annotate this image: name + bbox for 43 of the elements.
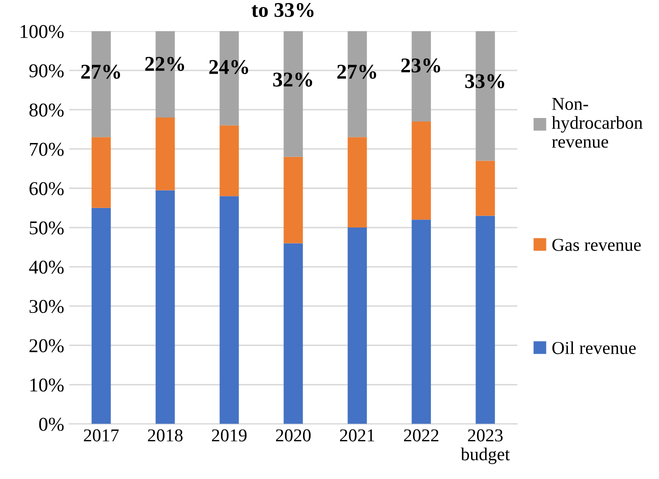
y-tick-label: 10% [30, 378, 64, 392]
y-tick-label: 80% [29, 104, 64, 117]
y-tick-label: 70% [30, 142, 64, 156]
legend-label: Non-hydrocarbon revenue [552, 98, 643, 148]
bar [476, 216, 495, 424]
x-tick-label: 2023 budget [460, 429, 510, 464]
bar [156, 118, 175, 190]
bar [412, 220, 431, 424]
y-tick-label: 100% [20, 24, 64, 38]
x-tick-label: 2017 [84, 429, 119, 442]
y-tick-label: 0% [39, 418, 64, 431]
x-tick-label: 2022 [404, 429, 438, 442]
bar [220, 125, 239, 196]
data-label: 27% [81, 64, 120, 79]
legend-label: Gas revenue [552, 238, 641, 251]
data-label: 32% [273, 72, 312, 87]
data-label: 33% [465, 74, 504, 88]
data-label: 24% [209, 60, 248, 74]
y-tick-label: 20% [30, 339, 64, 352]
bar [156, 190, 175, 424]
bar [412, 121, 431, 220]
chart-title: to 33% [252, 2, 314, 18]
y-tick-label: 60% [30, 182, 64, 196]
y-tick-label: 40% [29, 260, 64, 274]
bar [92, 208, 111, 424]
bar [476, 160, 495, 216]
bar [284, 156, 303, 244]
data-label: 22% [145, 56, 184, 71]
legend-label: Oil revenue [552, 341, 636, 354]
bar [348, 228, 367, 424]
bar [220, 196, 239, 424]
data-label: 23% [401, 58, 440, 73]
x-tick-label: 2021 [340, 429, 374, 442]
data-label: 27% [337, 64, 376, 79]
x-tick-label: 2018 [148, 429, 183, 442]
x-tick-label: 2020 [276, 429, 311, 442]
y-tick-label: 50% [30, 221, 64, 235]
y-tick-label: 30% [30, 300, 64, 314]
bar [348, 137, 367, 228]
x-tick-label: 2019 [212, 429, 247, 442]
bar [284, 243, 303, 424]
bar [92, 137, 111, 208]
y-tick-label: 90% [29, 64, 64, 78]
